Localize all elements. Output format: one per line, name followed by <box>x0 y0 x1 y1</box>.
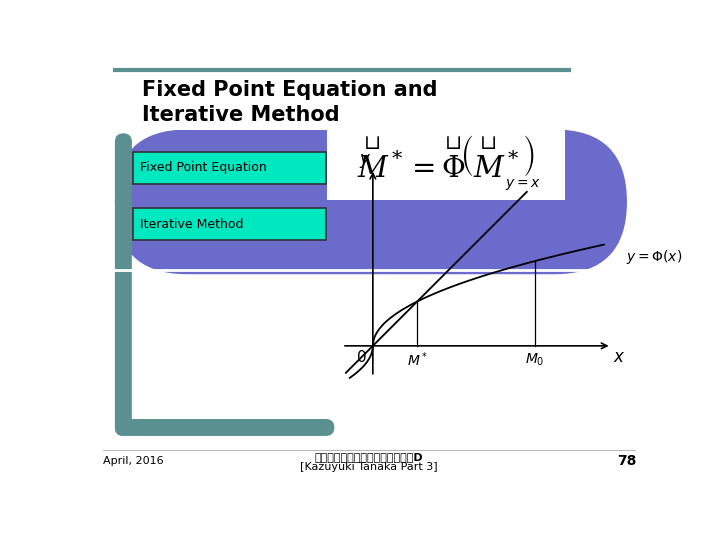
Text: Fixed Point Equation and: Fixed Point Equation and <box>142 80 437 100</box>
Text: $y = x$: $y = x$ <box>505 177 541 192</box>
Text: Iterative Method: Iterative Method <box>142 105 339 125</box>
Text: 電気・通信・電子・情報工学実験D: 電気・通信・電子・情報工学実験D <box>315 453 423 462</box>
Text: 78: 78 <box>618 454 637 468</box>
Text: $\overset{\sqcup}{M}^* = \overset{\sqcup}{\Phi}\!\left(\overset{\sqcup}{M}^*\rig: $\overset{\sqcup}{M}^* = \overset{\sqcup… <box>357 137 535 183</box>
Text: April, 2016: April, 2016 <box>104 456 164 467</box>
Text: Iterative Method: Iterative Method <box>140 218 243 231</box>
FancyBboxPatch shape <box>133 152 326 184</box>
Text: [Kazuyuki Tanaka Part 3]: [Kazuyuki Tanaka Part 3] <box>300 462 438 472</box>
Text: $0$: $0$ <box>356 349 366 366</box>
Text: $y = \Phi(x)$: $y = \Phi(x)$ <box>626 248 682 266</box>
FancyBboxPatch shape <box>133 208 326 240</box>
Text: $y$: $y$ <box>359 152 372 170</box>
FancyBboxPatch shape <box>327 123 565 200</box>
Text: $M^*$: $M^*$ <box>407 350 428 369</box>
FancyBboxPatch shape <box>115 70 570 130</box>
Text: $M_0$: $M_0$ <box>525 352 544 368</box>
Text: Fixed Point Equation: Fixed Point Equation <box>140 161 266 174</box>
FancyBboxPatch shape <box>115 130 627 274</box>
FancyBboxPatch shape <box>115 133 132 436</box>
Text: $x$: $x$ <box>613 348 626 367</box>
FancyBboxPatch shape <box>115 419 334 436</box>
